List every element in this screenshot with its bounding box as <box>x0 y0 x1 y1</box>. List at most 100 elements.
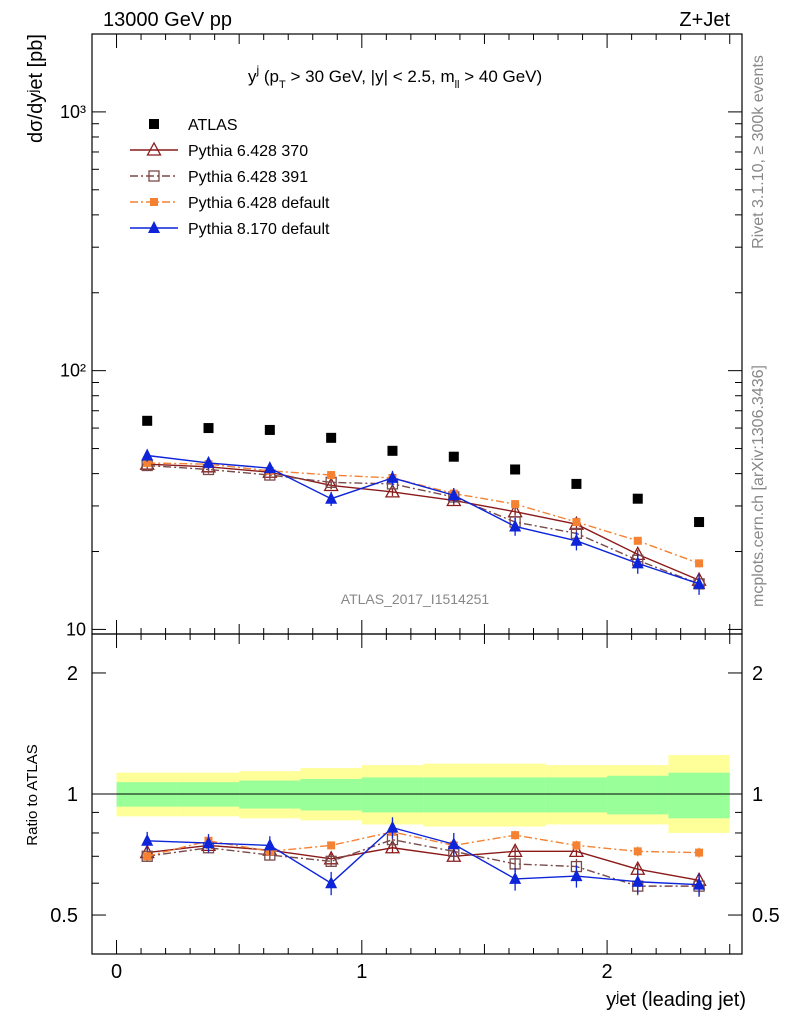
main-data-point <box>694 517 705 528</box>
main-data-point <box>631 556 644 569</box>
main-data-point <box>143 458 152 467</box>
main-data-point <box>384 483 401 498</box>
legend-label: Pythia 8.170 default <box>188 221 330 238</box>
main-data-point <box>325 491 338 504</box>
plot-title-j: j <box>256 63 260 77</box>
ratio-series-line <box>147 831 700 857</box>
x-tick-label: 0 <box>111 961 122 983</box>
ratio-data-point <box>633 847 642 856</box>
plot-title-T: T <box>279 79 286 91</box>
legend-label: ATLAS <box>188 117 238 134</box>
ratio-data-point <box>386 820 399 833</box>
main-panel: 10 10² 10³ <box>60 33 743 639</box>
legend-marker <box>148 221 160 233</box>
ratio-data-point <box>141 850 153 862</box>
legend-marker <box>149 119 159 129</box>
main-data-point <box>203 423 214 434</box>
rivet-label: Rivet 3.1.10, ≥ 300k events <box>750 55 767 249</box>
main-data-point <box>141 448 154 461</box>
legend-entry: Pythia 6.428 391 <box>130 169 308 186</box>
legend-label: Pythia 6.428 default <box>188 195 330 212</box>
main-data-point <box>509 519 522 532</box>
ratio-series-line <box>147 844 700 882</box>
main-data-point <box>572 518 581 527</box>
main-series-line <box>147 463 700 581</box>
ratio-data-point <box>263 838 276 851</box>
main-data-point <box>570 533 583 546</box>
ratio-data-point <box>384 839 401 854</box>
main-data-point <box>447 488 460 501</box>
ratio-data-point <box>511 831 520 840</box>
ratio-data-point <box>570 869 583 882</box>
stat-band <box>361 777 424 813</box>
ratio-series-0 <box>139 837 707 887</box>
mcplots-label: mcplots.cern.ch [arXiv:1306.3436] <box>750 365 767 607</box>
ratio-data-point <box>327 841 336 850</box>
main-data-point <box>323 477 339 492</box>
stat-band <box>607 775 669 815</box>
ratio-y-tick-label: 2 <box>67 663 78 685</box>
ratio-y-tick-label: 0.5 <box>50 905 78 927</box>
legend-label: Pythia 6.428 370 <box>188 143 308 160</box>
stat-band <box>545 777 608 813</box>
ratio-series-line <box>147 826 700 886</box>
main-data-point <box>510 464 521 475</box>
main-data-point <box>142 415 153 426</box>
analysis-watermark: ATLAS_2017_I1514251 <box>341 591 490 607</box>
plot-title-y: y <box>248 67 257 86</box>
main-y-tick-label: 10 <box>66 619 86 639</box>
ratio-y-axis-label: Ratio to ATLAS <box>24 744 41 845</box>
legend-entry: Pythia 6.428 default <box>130 195 330 212</box>
ratio-data-point <box>447 837 460 850</box>
ratio-data-point <box>325 876 338 889</box>
main-y-axis-label: dσ/dyʲet [pb] <box>25 34 47 143</box>
main-series-line <box>147 464 700 585</box>
ratio-data-point <box>693 877 706 890</box>
main-series-line <box>147 454 700 585</box>
main-data-point <box>571 478 582 489</box>
legend: ATLAS Pythia 6.428 370 Pythia 6.428 391 Pyt… <box>130 117 330 238</box>
header-right: Z+Jet <box>679 9 730 31</box>
stat-band <box>239 780 301 809</box>
main-series-3 <box>143 458 704 568</box>
ratio-data-point <box>568 842 585 858</box>
ratio-data-point <box>446 847 462 862</box>
legend-marker <box>150 198 158 206</box>
ratio-y-tick-label-right: 1 <box>752 784 763 806</box>
main-series-1 <box>139 455 707 586</box>
legend-entry: Pythia 8.170 default <box>130 221 330 238</box>
main-data-point <box>326 432 337 443</box>
ratio-data-point <box>141 833 154 846</box>
x-axis-label: yʲet (leading jet) <box>606 989 746 1011</box>
plot-title-open: (p <box>259 67 279 86</box>
ratio-data-point <box>631 874 644 887</box>
main-series-line <box>147 462 700 565</box>
main-y-tick-label: 10² <box>60 361 86 381</box>
ratio-data-point <box>143 852 152 861</box>
main-data-point <box>695 559 704 568</box>
x-tick-label: 2 <box>602 961 613 983</box>
legend-entry: Pythia 6.428 370 <box>130 141 308 160</box>
legend-marker <box>148 170 160 182</box>
main-series-0 <box>142 415 705 528</box>
ratio-data-point <box>572 841 581 850</box>
main-data-point <box>264 424 275 435</box>
stat-band <box>300 778 362 811</box>
legend-label: Pythia 6.428 391 <box>188 169 308 186</box>
main-data-point <box>693 576 706 589</box>
ratio-panel: 0 1 2 0.5 0.5 1 1 2 2 <box>50 633 780 983</box>
main-data-point <box>202 455 215 468</box>
ratio-data-point <box>325 855 337 867</box>
main-data-point <box>327 471 336 480</box>
ratio-data-point <box>509 871 522 884</box>
plot-title-ll: ll <box>455 79 460 91</box>
main-data-point <box>632 493 643 504</box>
plot-title: yj (pT > 30 GeV, |y| < 2.5, mll > 40 GeV… <box>248 63 542 91</box>
legend-entry: ATLAS <box>149 117 238 134</box>
main-data-point <box>387 445 398 456</box>
stat-band <box>668 772 730 819</box>
main-series-2 <box>141 459 705 590</box>
ratio-y-tick-label: 1 <box>67 784 78 806</box>
main-series-4 <box>141 448 706 595</box>
